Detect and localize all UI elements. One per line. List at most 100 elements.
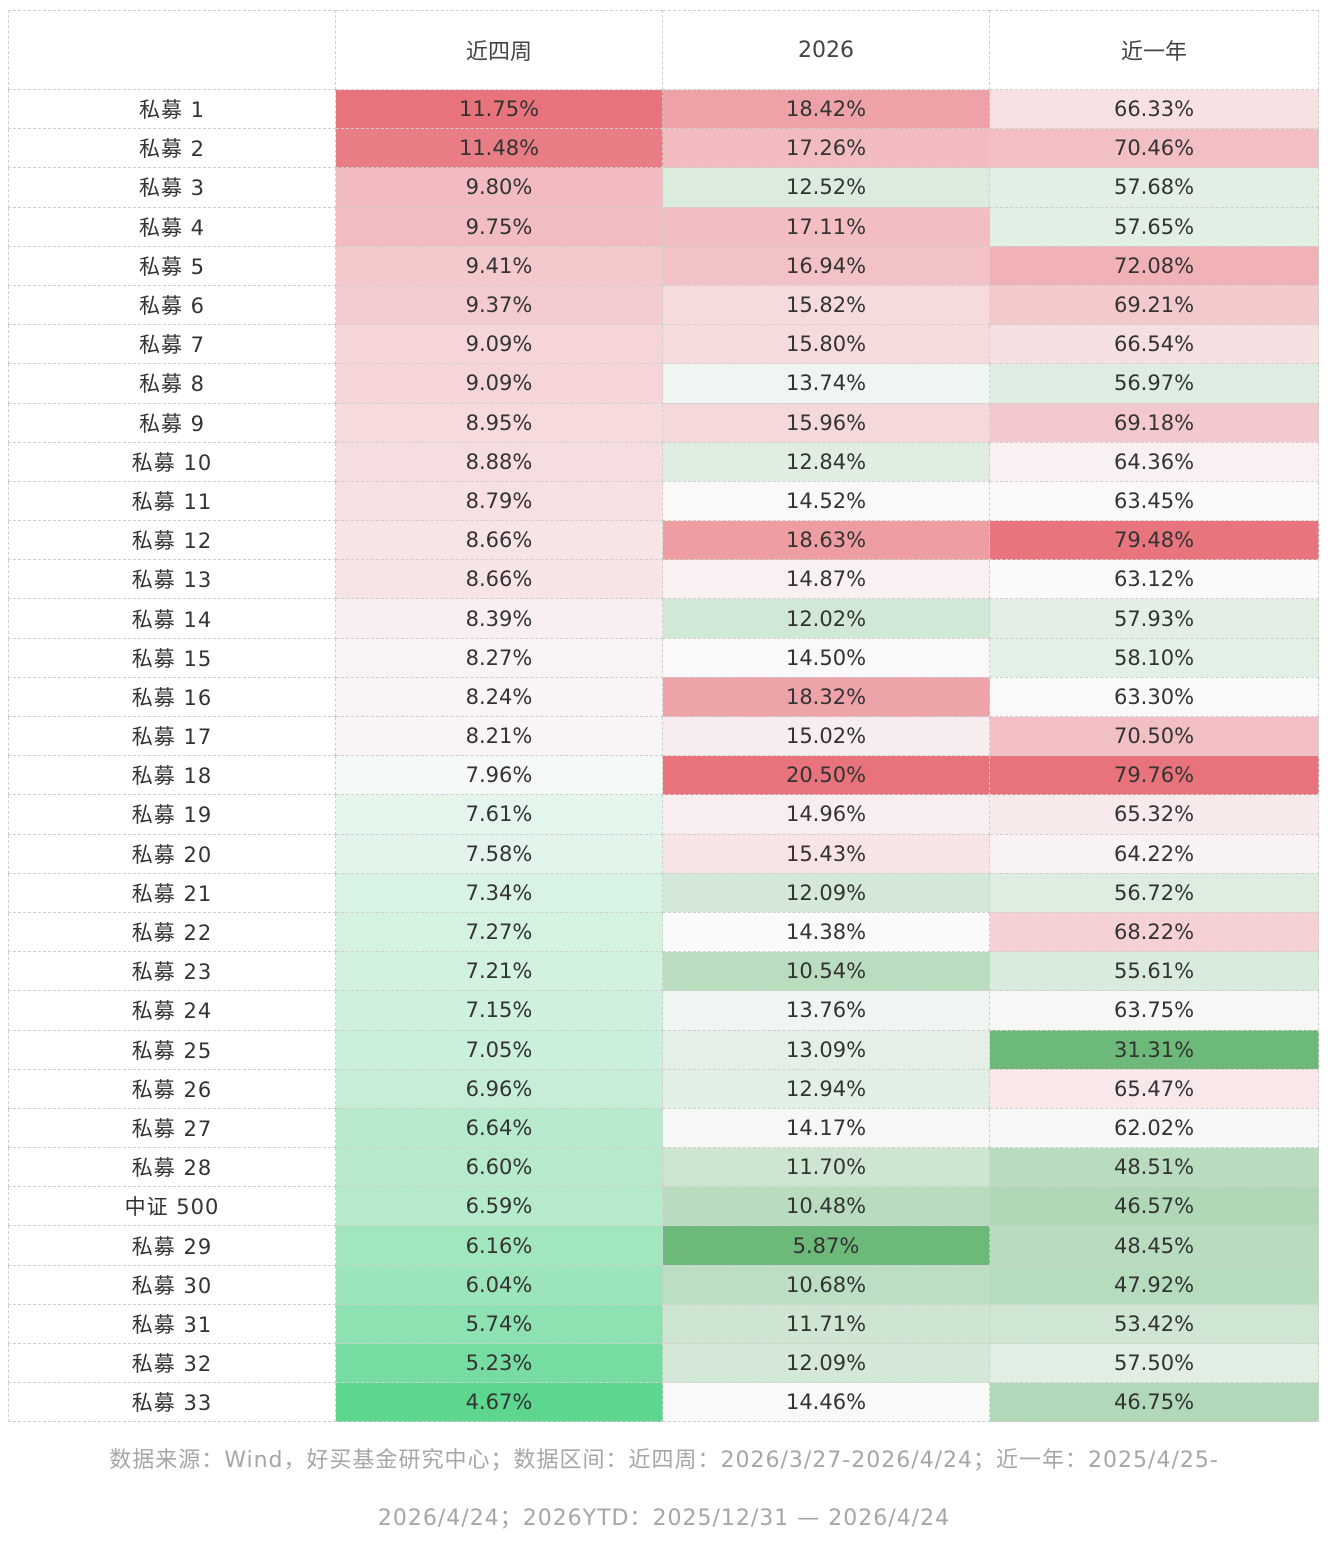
header-one-year: 近一年 [989,10,1319,90]
cell-2026: 11.70% [662,1147,990,1188]
table-row: 私募 12 8.66% 18.63% 79.48% [8,520,1319,561]
table-row: 私募 25 7.05% 13.09% 31.31% [8,1029,1319,1070]
cell-four-weeks: 8.88% [335,441,663,482]
row-name: 私募 21 [8,872,336,913]
table-row: 私募 32 5.23% 12.09% 57.50% [8,1342,1319,1384]
table-row: 私募 8 9.09% 13.74% 56.97% [8,363,1319,404]
cell-four-weeks: 9.41% [335,245,663,286]
table-row: 私募 13 8.66% 14.87% 63.12% [8,559,1319,600]
table-row: 私募 19 7.61% 14.96% 65.32% [8,794,1319,835]
table-row: 私募 22 7.27% 14.38% 68.22% [8,911,1319,953]
cell-one-year: 63.45% [989,480,1319,522]
cell-four-weeks: 7.61% [335,794,663,835]
row-name: 私募 13 [8,559,336,600]
source-note-line-2: 2026/4/24；2026YTD：2025/12/31 — 2026/4/24 [377,1506,951,1531]
table-row: 私募 33 4.67% 14.46% 46.75% [8,1382,1319,1423]
cell-2026: 10.68% [662,1264,990,1305]
row-name: 私募 32 [8,1342,336,1384]
cell-one-year: 63.30% [989,676,1319,718]
cell-2026: 18.32% [662,676,990,718]
row-name: 私募 9 [8,402,336,443]
cell-four-weeks: 7.27% [335,911,663,953]
cell-2026: 15.96% [662,402,990,443]
table-row: 私募 21 7.34% 12.09% 56.72% [8,872,1319,913]
cell-four-weeks: 8.39% [335,598,663,639]
cell-one-year: 64.36% [989,441,1319,482]
cell-one-year: 57.68% [989,167,1319,208]
row-name: 私募 24 [8,990,336,1031]
cell-one-year: 31.31% [989,1029,1319,1070]
row-name: 私募 27 [8,1107,336,1149]
cell-one-year: 57.50% [989,1342,1319,1384]
row-name: 私募 29 [8,1225,336,1266]
table-row: 私募 26 6.96% 12.94% 65.47% [8,1068,1319,1109]
row-name: 私募 14 [8,598,336,639]
cell-2026: 12.09% [662,872,990,913]
cell-2026: 13.09% [662,1029,990,1070]
table-row: 私募 16 8.24% 18.32% 63.30% [8,676,1319,718]
table-row: 私募 24 7.15% 13.76% 63.75% [8,990,1319,1031]
row-name: 私募 15 [8,637,336,678]
header-2026: 2026 [662,10,990,90]
table-row: 私募 17 8.21% 15.02% 70.50% [8,715,1319,757]
cell-one-year: 72.08% [989,245,1319,286]
row-name: 私募 20 [8,833,336,874]
table-row: 私募 6 9.37% 15.82% 69.21% [8,284,1319,326]
cell-one-year: 64.22% [989,833,1319,874]
cell-four-weeks: 9.75% [335,206,663,247]
cell-2026: 14.38% [662,911,990,953]
cell-four-weeks: 7.15% [335,990,663,1031]
cell-one-year: 62.02% [989,1107,1319,1149]
cell-2026: 12.52% [662,167,990,208]
row-name: 私募 33 [8,1382,336,1423]
cell-four-weeks: 6.60% [335,1147,663,1188]
table-row: 私募 4 9.75% 17.11% 57.65% [8,206,1319,247]
cell-one-year: 46.75% [989,1382,1319,1423]
cell-four-weeks: 7.58% [335,833,663,874]
cell-four-weeks: 7.34% [335,872,663,913]
cell-four-weeks: 6.96% [335,1068,663,1109]
cell-one-year: 47.92% [989,1264,1319,1305]
cell-four-weeks: 5.74% [335,1303,663,1345]
table-row: 私募 1 11.75% 18.42% 66.33% [8,88,1319,130]
row-name: 私募 30 [8,1264,336,1305]
row-name: 私募 11 [8,480,336,522]
cell-one-year: 46.57% [989,1186,1319,1227]
cell-four-weeks: 8.21% [335,715,663,757]
cell-2026: 17.11% [662,206,990,247]
cell-four-weeks: 9.09% [335,324,663,365]
cell-one-year: 48.51% [989,1147,1319,1188]
row-name: 私募 6 [8,284,336,326]
cell-one-year: 79.48% [989,520,1319,561]
table-row: 私募 14 8.39% 12.02% 57.93% [8,598,1319,639]
cell-four-weeks: 6.04% [335,1264,663,1305]
cell-2026: 15.43% [662,833,990,874]
cell-2026: 15.82% [662,284,990,326]
cell-one-year: 70.46% [989,128,1319,169]
cell-four-weeks: 4.67% [335,1382,663,1423]
cell-2026: 14.17% [662,1107,990,1149]
row-name: 私募 17 [8,715,336,757]
table-row: 私募 30 6.04% 10.68% 47.92% [8,1264,1319,1305]
cell-four-weeks: 8.66% [335,520,663,561]
header-four-weeks: 近四周 [335,10,663,90]
header-name-column [8,10,336,90]
table-row: 私募 18 7.96% 20.50% 79.76% [8,755,1319,796]
returns-heatmap-table: 近四周 2026 近一年 私募 1 11.75% 18.42% 66.33% 私募 2 11.… [8,10,1319,1423]
cell-2026: 15.02% [662,715,990,757]
header-row: 近四周 2026 近一年 [8,10,1319,90]
cell-2026: 5.87% [662,1225,990,1266]
cell-four-weeks: 8.27% [335,637,663,678]
row-name: 私募 10 [8,441,336,482]
row-name: 私募 22 [8,911,336,953]
cell-four-weeks: 11.75% [335,88,663,130]
cell-four-weeks: 6.59% [335,1186,663,1227]
source-note: 数据来源：Wind，好买基金研究中心；数据区间：近四周：2026/3/27-20… [0,1432,1328,1548]
cell-one-year: 65.47% [989,1068,1319,1109]
cell-one-year: 65.32% [989,794,1319,835]
cell-one-year: 69.18% [989,402,1319,443]
cell-2026: 15.80% [662,324,990,365]
cell-four-weeks: 5.23% [335,1342,663,1384]
cell-2026: 10.48% [662,1186,990,1227]
table-row: 私募 10 8.88% 12.84% 64.36% [8,441,1319,482]
